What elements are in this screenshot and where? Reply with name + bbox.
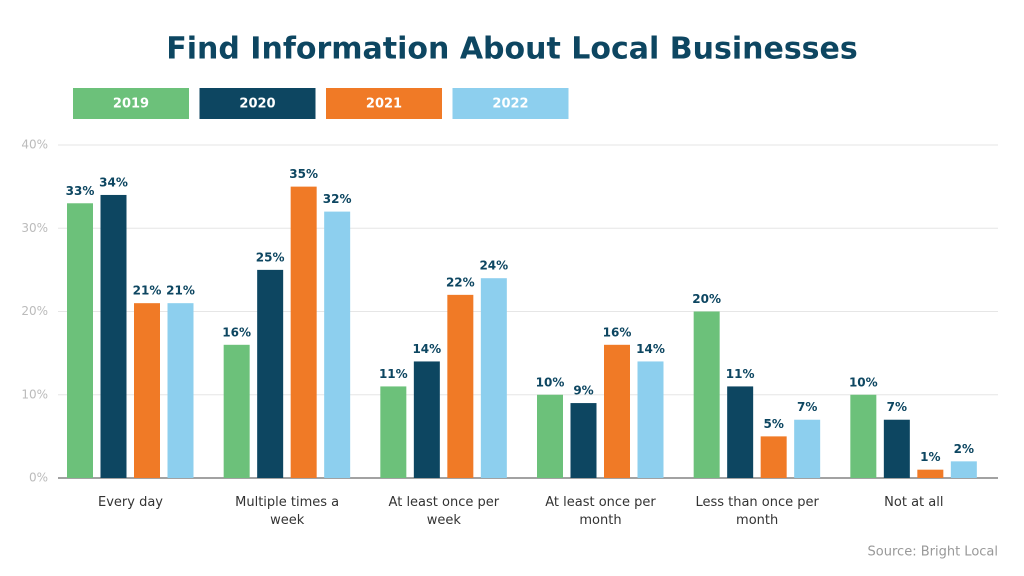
bar bbox=[537, 394, 563, 478]
bar bbox=[760, 436, 787, 478]
value-label: 10% bbox=[849, 375, 878, 389]
legend-swatch bbox=[199, 88, 316, 119]
x-tick-label: Less than once per month bbox=[695, 495, 819, 528]
value-label: 7% bbox=[797, 400, 817, 414]
value-label: 16% bbox=[222, 325, 251, 339]
bar bbox=[380, 386, 407, 478]
legend-label: 2022 bbox=[492, 97, 528, 112]
value-label: 1% bbox=[920, 450, 940, 464]
bar bbox=[917, 469, 944, 478]
value-label: 20% bbox=[692, 292, 721, 306]
bar bbox=[447, 294, 474, 478]
value-label: 14% bbox=[636, 342, 665, 356]
bar bbox=[794, 419, 821, 478]
value-label: 25% bbox=[256, 250, 285, 264]
source: Source: Bright Local bbox=[868, 545, 998, 560]
y-tick-label: 40% bbox=[21, 138, 48, 152]
legend-label: 2019 bbox=[113, 97, 149, 112]
bar bbox=[257, 269, 284, 478]
bar bbox=[324, 211, 351, 478]
value-label: 10% bbox=[536, 375, 565, 389]
value-label: 14% bbox=[412, 342, 441, 356]
value-label: 16% bbox=[603, 325, 632, 339]
value-label: 5% bbox=[763, 417, 783, 431]
bar bbox=[67, 203, 93, 478]
bar bbox=[290, 186, 317, 478]
x-tick-label: At least once per month bbox=[545, 495, 656, 528]
legend-label: 2021 bbox=[366, 97, 402, 112]
bar bbox=[883, 419, 910, 478]
bar bbox=[950, 461, 977, 478]
value-label: 11% bbox=[379, 367, 408, 381]
y-tick-label: 30% bbox=[21, 221, 48, 235]
x-tick-label: Not at all bbox=[884, 495, 944, 510]
value-label: 22% bbox=[446, 275, 475, 289]
value-label: 33% bbox=[66, 184, 95, 198]
value-label: 11% bbox=[726, 367, 755, 381]
bar bbox=[727, 386, 754, 478]
value-label: 24% bbox=[479, 259, 508, 273]
value-label: 2% bbox=[954, 442, 974, 456]
value-label: 7% bbox=[887, 400, 907, 414]
legend-swatch bbox=[452, 88, 569, 119]
bar bbox=[637, 361, 664, 478]
bar bbox=[480, 278, 507, 478]
value-label: 35% bbox=[289, 167, 318, 181]
bar bbox=[604, 344, 630, 478]
chart-title: Find Information About Local Businesses bbox=[166, 32, 857, 67]
x-tick-label: Multiple times a week bbox=[235, 495, 340, 528]
bar bbox=[693, 311, 720, 478]
value-label: 9% bbox=[573, 384, 593, 398]
bar bbox=[570, 403, 597, 478]
value-label: 21% bbox=[133, 284, 162, 298]
legend-swatch bbox=[326, 88, 442, 119]
value-label: 34% bbox=[99, 175, 128, 189]
x-tick-label: Every day bbox=[98, 495, 163, 510]
bar bbox=[850, 394, 877, 478]
y-tick-label: 10% bbox=[21, 387, 48, 401]
bar bbox=[167, 303, 194, 478]
legend-swatch bbox=[73, 88, 189, 119]
bar bbox=[413, 361, 440, 478]
value-label: 32% bbox=[323, 192, 352, 206]
x-tick-label: At least once per week bbox=[388, 495, 500, 528]
y-tick-label: 20% bbox=[21, 304, 48, 318]
bar bbox=[223, 344, 250, 478]
value-label: 21% bbox=[166, 284, 195, 298]
y-tick-label: 0% bbox=[29, 471, 48, 485]
bar bbox=[100, 194, 127, 478]
legend-label: 2020 bbox=[239, 97, 275, 112]
bar bbox=[134, 303, 160, 478]
